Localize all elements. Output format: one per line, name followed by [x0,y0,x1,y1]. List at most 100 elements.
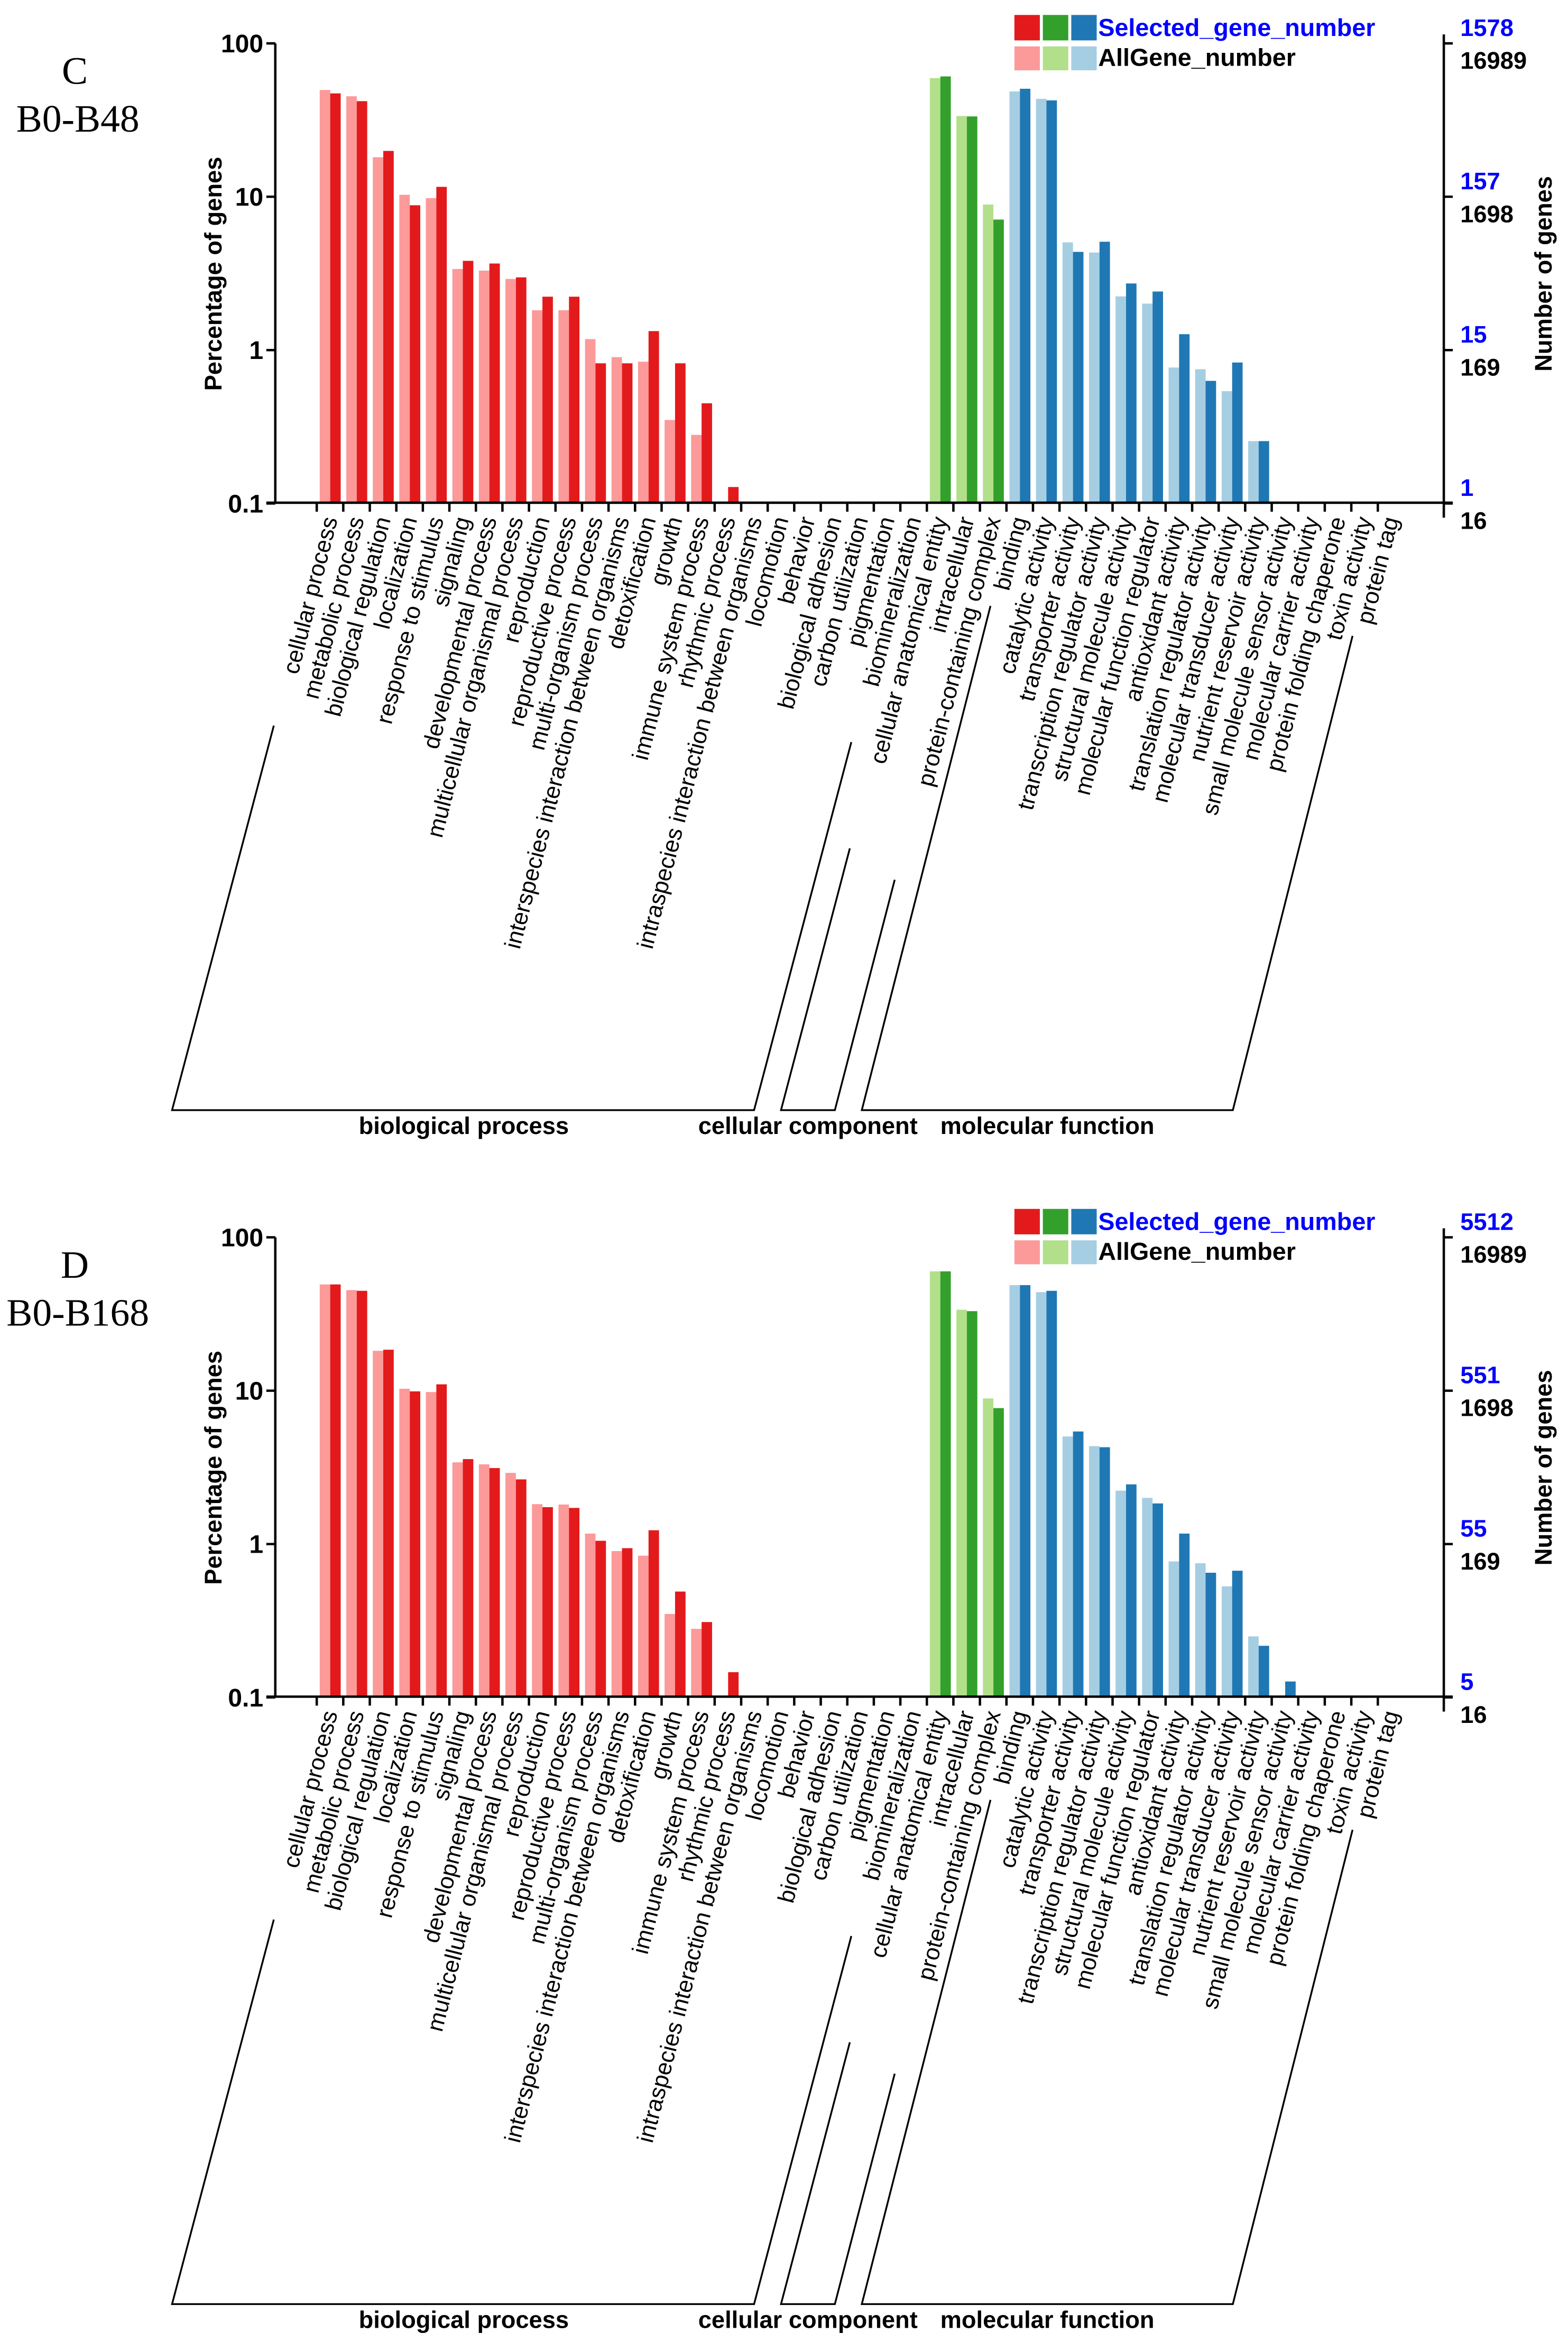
y-tick-label-right-all: 16989 [1460,1241,1527,1268]
group-bracket [860,605,1354,1111]
y-tick-label-left: 10 [235,183,264,211]
bar-all-33 [1195,1563,1206,1697]
bar-selected-0 [330,93,341,503]
bar-all-9 [558,1504,569,1697]
y-tick-label-left: 0.1 [228,490,263,518]
legend-swatch-selected [1071,15,1097,41]
bar-selected-7 [515,277,527,503]
legend-label-all: AllGene_number [1098,44,1296,71]
bar-selected-28 [1073,252,1084,503]
y-tick-label-right-all: 1698 [1460,200,1514,227]
bar-all-23 [929,78,940,503]
bar-all-35 [1248,1636,1259,1697]
y-tick-label-right-selected: 1578 [1460,14,1514,41]
y-tick-label-right-selected: 5512 [1460,1208,1514,1235]
bar-selected-24 [966,1311,977,1697]
panel-letter: C [62,49,88,92]
bar-all-12 [638,1555,649,1697]
y-tick-label-right-all: 16 [1460,1701,1487,1728]
bar-all-31 [1142,303,1153,503]
legend-swatch-selected [1043,1209,1068,1234]
group-label: molecular function [940,2307,1155,2333]
bar-selected-27 [1046,100,1057,503]
y-axis-label-left: Percentage of genes [200,1351,227,1585]
bar-selected-10 [595,1541,606,1697]
bar-selected-30 [1126,283,1137,503]
legend-swatch-all [1071,1240,1097,1265]
bar-all-13 [665,1613,675,1697]
bar-selected-0 [330,1284,341,1697]
bar-selected-29 [1099,1447,1110,1697]
bar-selected-14 [702,1622,712,1697]
bar-all-27 [1036,1292,1047,1697]
legend-swatch-selected [1014,15,1040,41]
bar-selected-1 [356,1290,367,1697]
bar-all-1 [346,96,357,503]
group-label: biological process [359,2307,569,2333]
bar-all-35 [1248,441,1259,503]
bar-all-26 [1009,91,1020,503]
bar-all-25 [983,204,994,503]
group-label: molecular function [940,1112,1155,1139]
bar-selected-33 [1205,381,1216,503]
bar-selected-2 [383,151,394,503]
y-tick-label-right-all: 16989 [1460,47,1527,74]
legend-swatch-selected [1014,1209,1040,1234]
bar-selected-7 [515,1479,527,1697]
bar-all-7 [505,279,516,503]
legend-label-selected: Selected_gene_number [1098,14,1375,41]
bar-all-2 [373,157,383,503]
group-bracket [171,725,852,1111]
bar-selected-30 [1126,1484,1137,1697]
bar-all-14 [691,1629,702,1697]
panel-title: B0-B48 [16,97,140,140]
group-label: biological process [359,1112,569,1139]
bar-selected-26 [1020,1285,1031,1697]
bar-selected-24 [966,116,977,503]
y-tick-label-right-selected: 15 [1460,321,1487,348]
legend-label-all: AllGene_number [1098,1238,1296,1265]
bar-all-33 [1195,369,1206,503]
bar-all-34 [1221,1586,1232,1697]
bar-all-25 [983,1398,994,1697]
bar-all-28 [1062,1436,1073,1697]
bar-all-8 [532,1504,543,1697]
panel-title: B0-B168 [6,1291,149,1334]
group-label: cellular component [698,1112,918,1139]
bar-selected-9 [569,297,580,503]
y-tick-label-left: 10 [235,1377,264,1406]
bar-selected-11 [622,363,633,503]
bar-selected-35 [1258,441,1269,503]
bar-selected-34 [1232,1571,1243,1697]
group-bracket [171,1919,852,2305]
y-tick-label-left: 1 [249,336,263,365]
legend-swatch-all [1014,1240,1040,1265]
bar-selected-31 [1152,1503,1163,1697]
y-tick-label-right-selected: 1 [1460,474,1473,501]
bar-all-4 [426,1392,437,1697]
bar-selected-12 [648,1530,659,1697]
bar-selected-29 [1099,242,1110,503]
bar-all-24 [956,116,967,503]
bar-all-32 [1168,1561,1179,1697]
bar-all-12 [638,362,649,503]
bar-selected-33 [1205,1572,1216,1697]
bar-all-28 [1062,242,1073,503]
legend-swatch-all [1071,46,1097,71]
y-tick-label-right-all: 169 [1460,1548,1500,1575]
bar-selected-27 [1046,1290,1057,1697]
bar-selected-15 [728,1672,739,1697]
bar-selected-31 [1152,291,1163,503]
bar-selected-11 [622,1548,633,1697]
bar-all-30 [1115,296,1126,503]
bar-all-31 [1142,1498,1153,1697]
y-tick-label-right-all: 169 [1460,354,1500,381]
y-tick-label-right-selected: 157 [1460,168,1500,195]
bar-selected-6 [489,1468,500,1697]
bar-all-0 [319,90,330,503]
y-axis-label-right: Number of genes [1530,1370,1557,1566]
bar-all-32 [1168,367,1179,503]
group-bracket [860,1800,1354,2305]
bar-selected-2 [383,1350,394,1697]
